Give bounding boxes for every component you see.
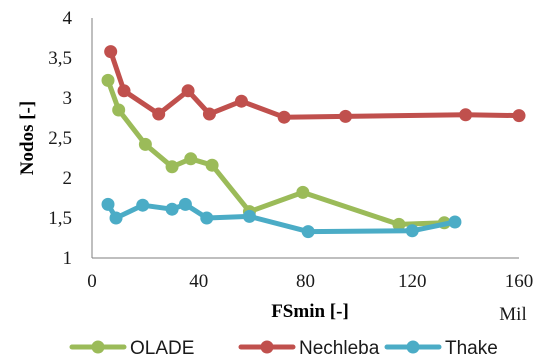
data-point (184, 152, 198, 166)
y-tick-label: 2 (63, 168, 73, 189)
legend-label: Thake (445, 338, 498, 359)
series-line (108, 49, 522, 120)
data-point (117, 84, 131, 98)
data-point (234, 94, 248, 108)
data-point (512, 109, 526, 123)
legend-item-olade: OLADE (69, 338, 194, 359)
y-tick-label: 3,5 (48, 48, 72, 69)
data-point (405, 224, 419, 238)
data-point (165, 202, 179, 216)
data-point (101, 197, 115, 211)
legend-swatch-marker (260, 340, 274, 354)
legend-item-thake: Thake (384, 338, 498, 359)
x-tick-label: 0 (87, 271, 97, 292)
y-tick-label: 4 (63, 8, 73, 29)
x-tick-label: 160 (505, 271, 534, 292)
legend-item-nechleba: Nechleba (238, 338, 380, 359)
data-point (181, 84, 195, 98)
series-line (105, 77, 447, 227)
data-point (448, 215, 462, 229)
legend-swatch-marker (406, 340, 420, 354)
data-point (152, 107, 166, 121)
x-unit-note: Mil (499, 304, 526, 325)
data-point (296, 185, 310, 199)
legend: OLADE Nechleba Thake (69, 338, 498, 359)
x-tick-label: 40 (189, 271, 208, 292)
data-point (101, 73, 115, 87)
data-point (277, 110, 291, 124)
y-tick-label: 3 (63, 88, 73, 109)
data-point (109, 211, 123, 225)
data-point (205, 158, 219, 172)
x-axis-title: FSmin [-] (271, 301, 349, 322)
legend-label: OLADE (130, 338, 194, 359)
series-line (105, 201, 458, 235)
data-point (459, 108, 473, 122)
data-point (202, 107, 216, 121)
y-tick-label: 1 (63, 248, 73, 269)
series-nechleba (104, 45, 526, 124)
legend-label: Nechleba (299, 338, 380, 359)
x-tick-label: 80 (296, 271, 315, 292)
data-point (112, 103, 126, 117)
data-point (339, 109, 353, 123)
data-point (136, 198, 150, 212)
data-point (392, 217, 406, 231)
series-thake (101, 197, 462, 239)
data-point (104, 45, 118, 59)
data-point (301, 225, 315, 239)
x-tick-labels: 0 40 80 120 160 (87, 271, 533, 292)
y-axis-title: Nodos [-] (17, 101, 38, 175)
y-tick-label: 2,5 (48, 128, 72, 149)
data-point (165, 160, 179, 174)
series-olade (101, 73, 451, 231)
y-tick-labels: 1 1,5 2 2,5 3 3,5 4 (48, 8, 72, 269)
series-layer (101, 45, 526, 239)
y-tick-label: 1,5 (48, 208, 72, 229)
data-point (242, 209, 256, 223)
data-point (138, 137, 152, 151)
x-tick-label: 120 (398, 271, 427, 292)
legend-swatch-marker (91, 340, 105, 354)
data-point (200, 211, 214, 225)
data-point (178, 197, 192, 211)
